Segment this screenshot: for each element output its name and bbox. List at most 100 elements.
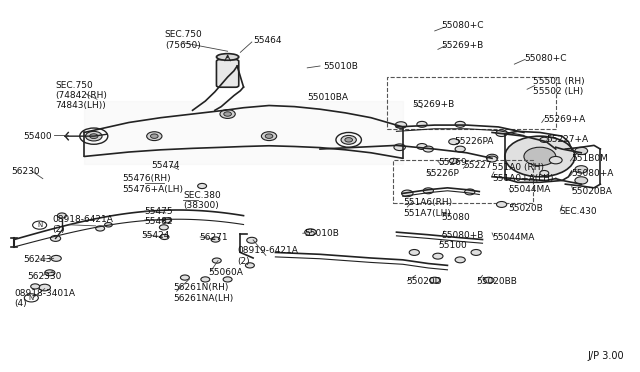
Circle shape — [58, 213, 67, 218]
Circle shape — [220, 110, 236, 118]
Text: 55020D: 55020D — [406, 278, 442, 286]
Circle shape — [549, 157, 562, 164]
Circle shape — [449, 158, 458, 163]
Circle shape — [433, 253, 443, 259]
Text: 55227+A: 55227+A — [546, 135, 588, 144]
Text: 551A0 (RH)
551A0+A(LH): 551A0 (RH) 551A0+A(LH) — [492, 163, 554, 183]
Circle shape — [180, 275, 189, 280]
Text: 551A6(RH)
551A7(LH): 551A6(RH) 551A7(LH) — [403, 198, 452, 218]
Circle shape — [159, 225, 168, 230]
Circle shape — [160, 234, 169, 240]
Circle shape — [246, 237, 257, 243]
Text: SEC.380
(38300): SEC.380 (38300) — [183, 191, 221, 211]
Circle shape — [163, 218, 172, 223]
Circle shape — [104, 222, 112, 227]
Circle shape — [224, 112, 232, 116]
Text: 08919-6421A
(2): 08919-6421A (2) — [237, 247, 298, 266]
Circle shape — [409, 250, 419, 256]
Circle shape — [341, 135, 356, 144]
Circle shape — [449, 139, 459, 145]
Text: 55010B: 55010B — [304, 230, 339, 238]
Circle shape — [401, 190, 413, 197]
Circle shape — [261, 132, 276, 141]
Circle shape — [211, 237, 220, 242]
Circle shape — [246, 263, 254, 268]
Circle shape — [45, 270, 55, 276]
Circle shape — [540, 170, 548, 176]
Text: SEC.750
(75650): SEC.750 (75650) — [164, 31, 202, 50]
Circle shape — [455, 121, 465, 127]
Text: 55010BA: 55010BA — [307, 93, 348, 102]
Text: 55020BA: 55020BA — [572, 187, 612, 196]
Text: SEC.750
(74842(RH)
74843(LH)): SEC.750 (74842(RH) 74843(LH)) — [56, 81, 108, 110]
Circle shape — [471, 250, 481, 256]
Circle shape — [417, 121, 427, 127]
Circle shape — [429, 277, 440, 283]
Circle shape — [31, 284, 40, 289]
Text: 55474: 55474 — [151, 161, 180, 170]
Text: 56243: 56243 — [24, 255, 52, 264]
Circle shape — [51, 256, 61, 261]
Circle shape — [395, 122, 406, 128]
Circle shape — [150, 134, 158, 138]
Text: 55080: 55080 — [441, 213, 470, 222]
Text: 55269+B: 55269+B — [412, 100, 454, 109]
Text: 55044MA: 55044MA — [508, 185, 550, 194]
Text: 55080+C: 55080+C — [524, 54, 566, 63]
Circle shape — [345, 138, 353, 142]
Circle shape — [201, 277, 210, 282]
Text: 55020B: 55020B — [508, 203, 543, 213]
Text: 55227: 55227 — [463, 161, 492, 170]
Text: 55269: 55269 — [438, 157, 467, 167]
FancyBboxPatch shape — [216, 60, 239, 87]
Circle shape — [147, 132, 162, 141]
Circle shape — [487, 156, 497, 162]
Circle shape — [90, 134, 98, 138]
Text: 55424: 55424 — [141, 231, 170, 240]
Text: 55080+A: 55080+A — [572, 169, 614, 177]
Circle shape — [51, 235, 61, 241]
Text: 55226P: 55226P — [425, 169, 459, 177]
Circle shape — [223, 277, 232, 282]
Text: SEC.430: SEC.430 — [559, 207, 596, 217]
Text: N: N — [29, 295, 34, 301]
Circle shape — [575, 147, 588, 155]
Circle shape — [96, 226, 104, 231]
Text: 55044MA: 55044MA — [492, 233, 534, 242]
Text: 55482: 55482 — [145, 217, 173, 225]
Text: 55475: 55475 — [145, 207, 173, 217]
Circle shape — [423, 146, 433, 152]
Circle shape — [575, 166, 588, 173]
Text: 08918-6421A
(2): 08918-6421A (2) — [52, 215, 113, 234]
Circle shape — [505, 136, 575, 177]
Text: 562330: 562330 — [27, 272, 61, 281]
Text: 55100: 55100 — [438, 241, 467, 250]
Text: 551B0M: 551B0M — [572, 154, 609, 163]
Circle shape — [575, 177, 588, 184]
Text: N: N — [37, 222, 42, 228]
Circle shape — [540, 137, 548, 142]
Text: 55400: 55400 — [24, 132, 52, 141]
Circle shape — [465, 189, 475, 195]
Circle shape — [423, 188, 433, 194]
Text: 55269+B: 55269+B — [441, 41, 483, 50]
Circle shape — [305, 229, 316, 235]
Text: 08918-3401A
(4): 08918-3401A (4) — [14, 289, 75, 308]
Text: 55020BB: 55020BB — [476, 278, 517, 286]
Text: 56261N(RH)
56261NA(LH): 56261N(RH) 56261NA(LH) — [173, 283, 234, 303]
Text: 55226PA: 55226PA — [454, 137, 493, 146]
Text: 56230: 56230 — [11, 167, 40, 176]
Circle shape — [212, 258, 221, 263]
Circle shape — [496, 130, 508, 137]
Circle shape — [524, 147, 556, 166]
Text: 55501 (RH)
55502 (LH): 55501 (RH) 55502 (LH) — [534, 77, 585, 96]
Text: 55269+A: 55269+A — [543, 115, 585, 124]
Circle shape — [198, 183, 207, 189]
Circle shape — [455, 146, 465, 152]
Text: 55080+C: 55080+C — [441, 21, 484, 30]
Text: 55464: 55464 — [253, 36, 282, 45]
Text: J/P 3.00: J/P 3.00 — [588, 351, 624, 361]
Circle shape — [484, 277, 494, 283]
Text: 56271: 56271 — [199, 233, 228, 242]
Circle shape — [39, 284, 51, 291]
